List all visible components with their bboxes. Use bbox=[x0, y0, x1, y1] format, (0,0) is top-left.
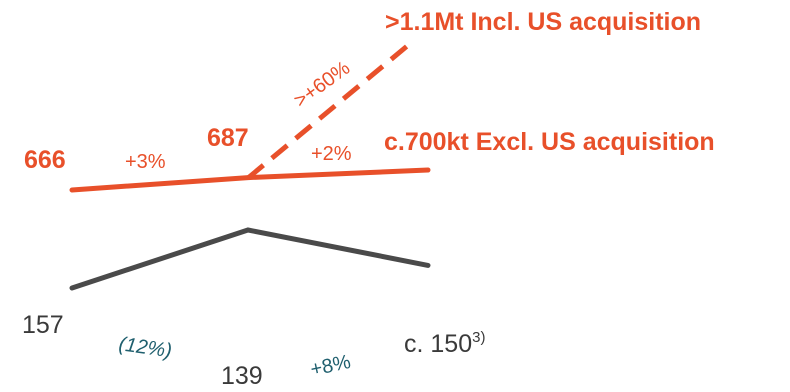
label-orange-2: 687 bbox=[207, 124, 249, 152]
label-dark-3-main: c. 150 bbox=[404, 330, 472, 358]
label-orange-1: 666 bbox=[24, 146, 66, 174]
label-orange-3: c.700kt Excl. US acquisition bbox=[384, 128, 715, 156]
projection-label: >1.1Mt Incl. US acquisition bbox=[385, 8, 701, 36]
label-dark-3: c. 1503) bbox=[404, 329, 485, 358]
change-orange-2: +2% bbox=[311, 143, 352, 165]
orange-series-line bbox=[69, 167, 431, 193]
change-dark-2: +8% bbox=[308, 351, 352, 381]
projection-change-label: >+60% bbox=[290, 57, 354, 112]
label-dark-3-sup: 3) bbox=[472, 329, 485, 346]
change-dark-1: (12%) bbox=[117, 333, 173, 362]
dark-series-line bbox=[69, 227, 431, 291]
change-orange-1: +3% bbox=[125, 151, 166, 173]
label-dark-1: 157 bbox=[22, 311, 64, 339]
label-dark-2: 139 bbox=[221, 362, 263, 390]
projection-dashed-line bbox=[246, 40, 414, 180]
